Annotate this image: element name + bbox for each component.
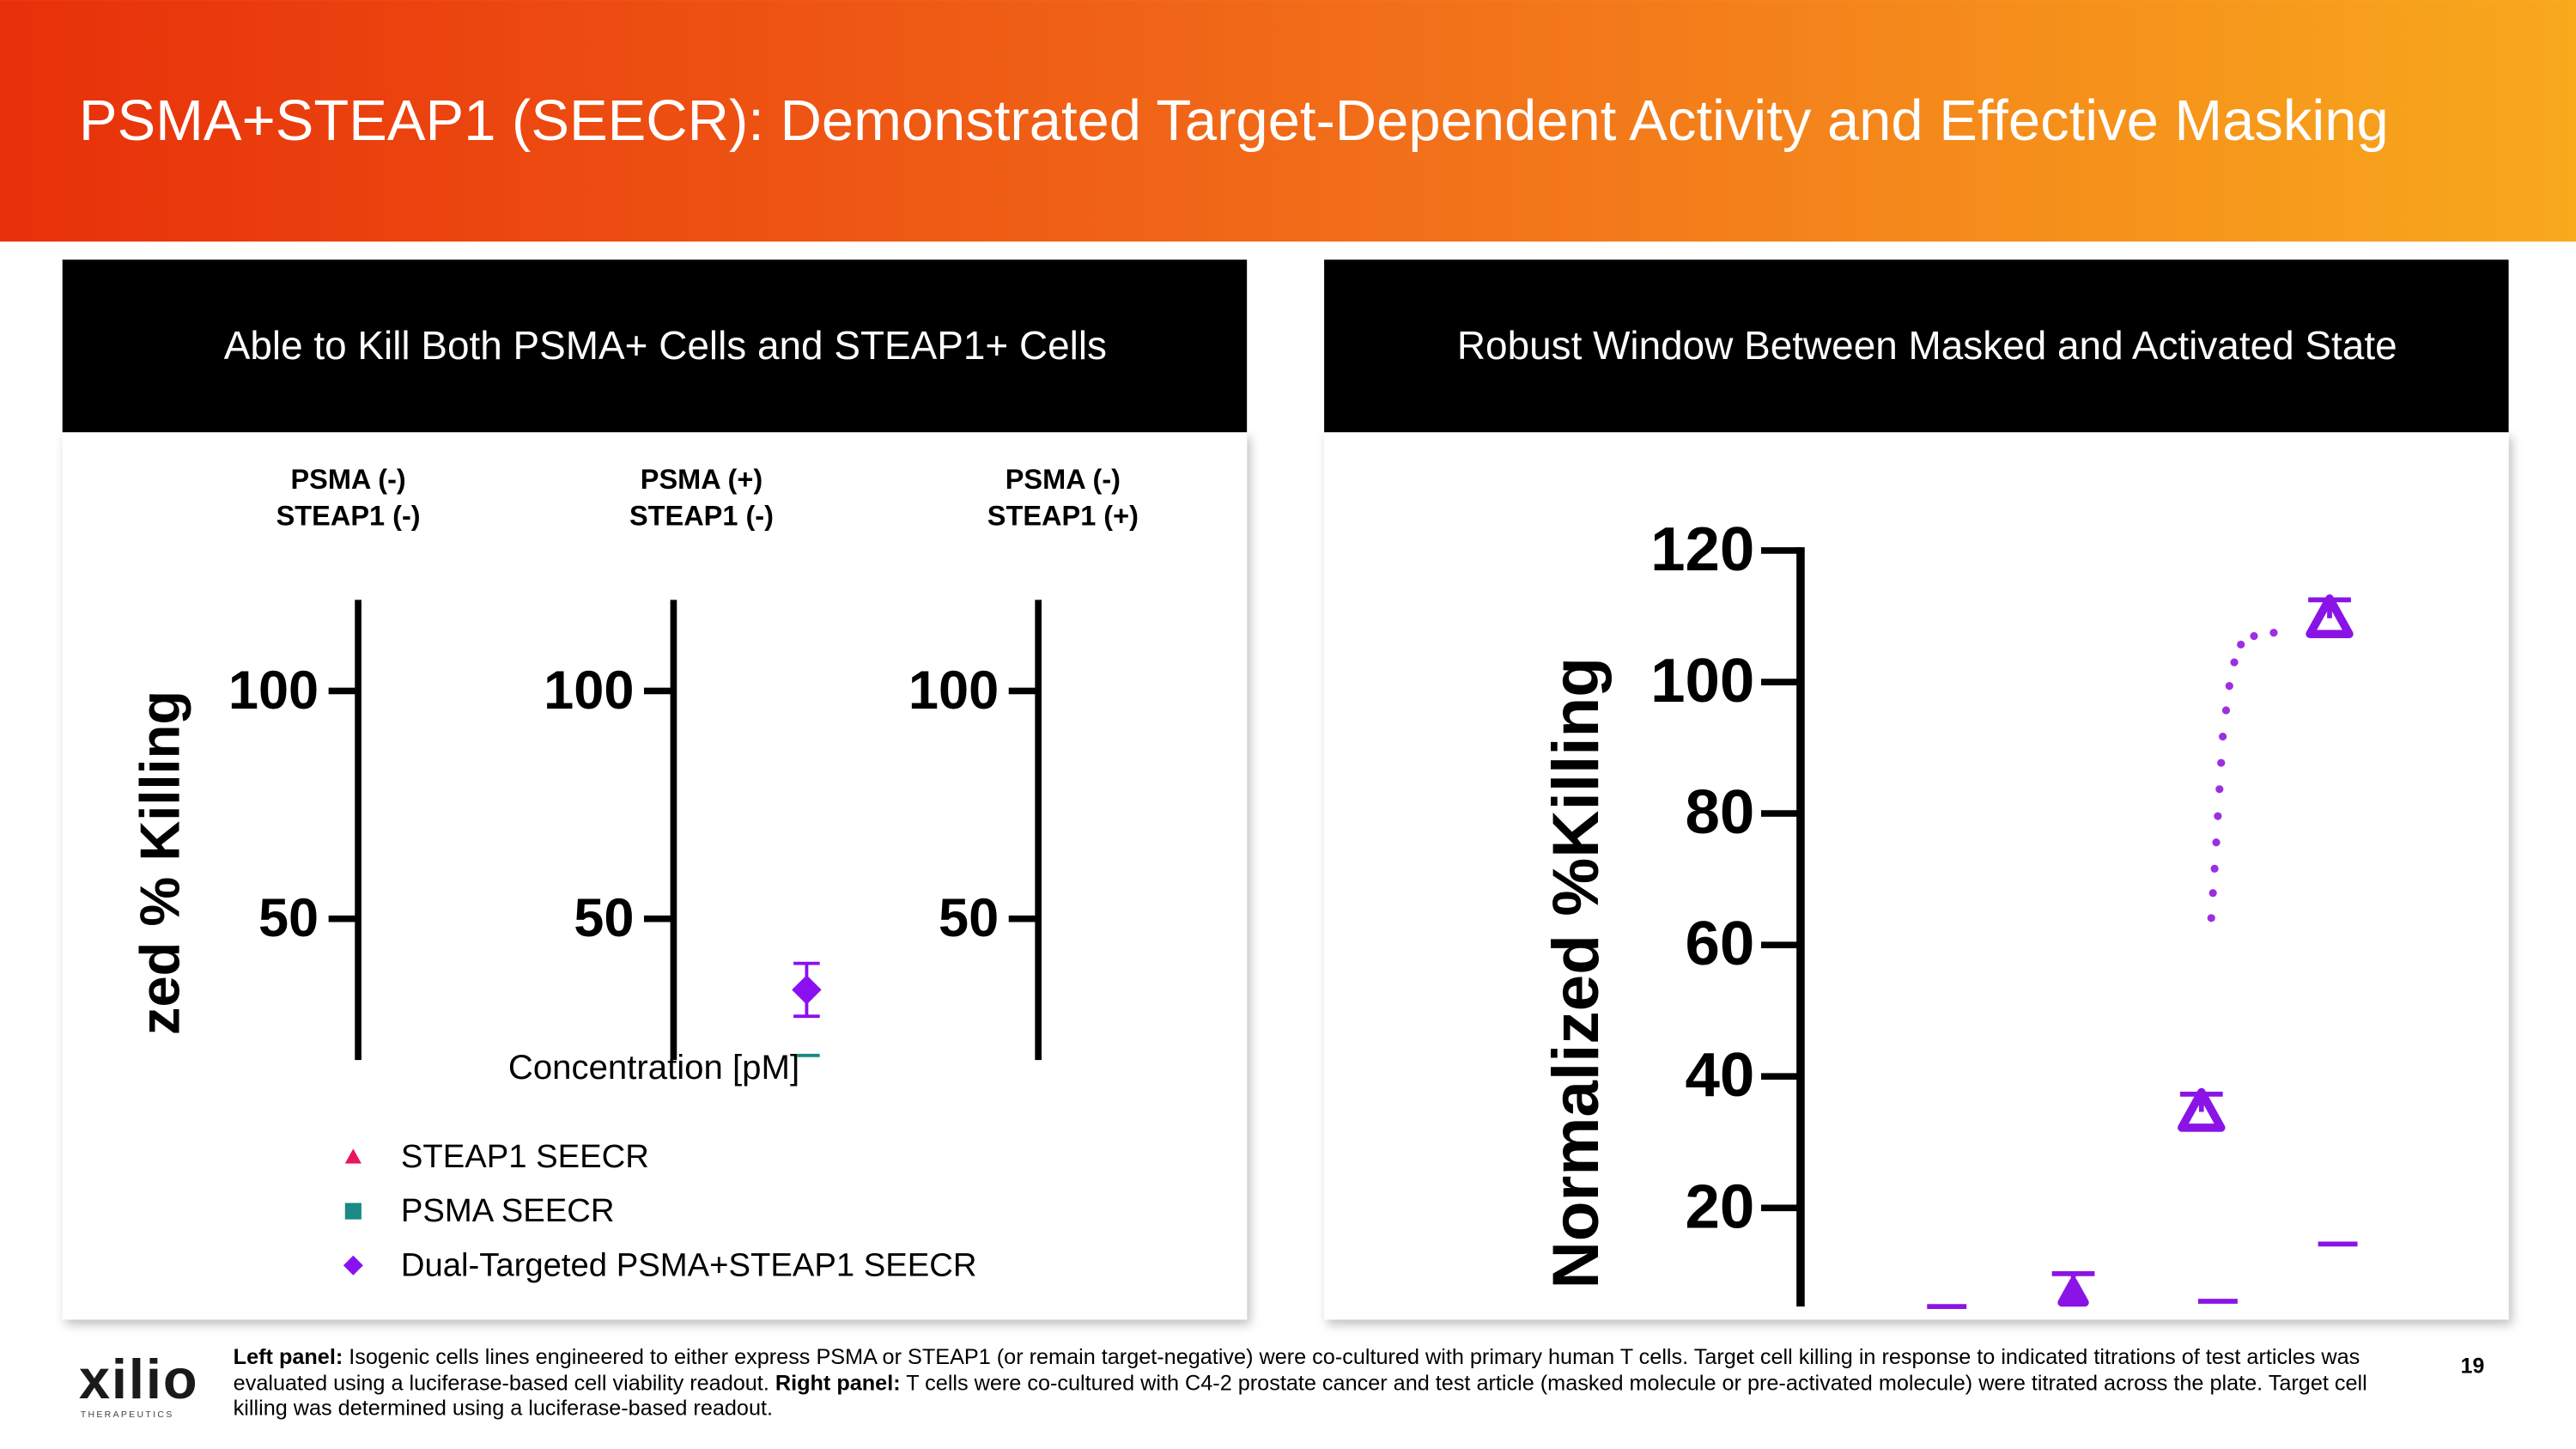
fit-curve-dot — [2221, 706, 2231, 715]
caption-label: Right panel: — [775, 1369, 901, 1395]
subplot-title: STEAP1 (+) — [987, 500, 1139, 531]
subplot-title: PSMA (-) — [290, 464, 405, 495]
fit-curve-dot — [2225, 682, 2233, 691]
y-tick-label: 40 — [1686, 1040, 1755, 1110]
y-tick-label: 50 — [258, 888, 319, 948]
caption-label: Left panel: — [233, 1344, 343, 1369]
y-tick-label: 50 — [939, 888, 999, 948]
y-tick-label: 60 — [1686, 909, 1755, 978]
fit-curve-dot — [2212, 838, 2221, 847]
activated-point — [2178, 1087, 2226, 1132]
fit-curve-dot — [2219, 732, 2227, 741]
y-tick-label: 100 — [544, 661, 634, 721]
fit-curve-dot — [2237, 640, 2245, 649]
subplot-title: STEAP1 (-) — [276, 500, 421, 531]
caption-box: Left panel: Isogenic cells lines enginee… — [234, 1344, 2419, 1421]
legend-label: PSMA SEECR — [401, 1192, 615, 1229]
legend-marker — [344, 1148, 361, 1164]
fit-curve-dot — [2214, 812, 2222, 820]
y-tick-label: 100 — [228, 661, 319, 721]
activated-point — [2306, 594, 2354, 638]
y-axis-label: zed % Killing — [129, 691, 191, 1035]
fit-curve-dot — [2250, 631, 2258, 641]
left-chart: PSMA (-) STEAP1 (-) 50 100 PSMA (+) STEAP1 (-… — [129, 464, 1139, 1283]
slide-title: PSMA+STEAP1 (SEECR): Demonstrated Target… — [79, 88, 2389, 153]
caption-text: T cells were co-cultured with C4-2 prost… — [233, 1369, 2367, 1421]
x-axis-label: Concentration [pM] — [508, 1048, 799, 1087]
legend-label: STEAP1 SEECR — [401, 1138, 649, 1175]
subplot-title: PSMA (-) — [1005, 464, 1121, 495]
subplot-title: STEAP1 (-) — [629, 500, 774, 531]
legend-marker — [343, 1255, 363, 1275]
header-bar — [0, 0, 2576, 242]
logo: xilio — [79, 1348, 199, 1410]
fit-curve-dot — [2230, 658, 2239, 667]
y-tick-label: 100 — [908, 661, 999, 721]
logo-sub: THERAPEUTICS — [81, 1409, 174, 1420]
right-heading-bar — [1324, 259, 2509, 433]
left-heading: Able to Kill Both PSMA+ Cells and STEAP1… — [224, 323, 1107, 368]
left-heading-bar — [62, 259, 1248, 433]
caption: Left panel: Isogenic cells lines enginee… — [234, 1344, 2419, 1421]
y-axis-label: Normalized %Killing — [1540, 657, 1613, 1288]
left-panel — [62, 432, 1248, 1320]
fit-curve-dot — [2269, 629, 2278, 637]
legend-marker — [344, 1202, 361, 1220]
fit-curve-dot — [2210, 864, 2219, 873]
y-tick-label: 20 — [1686, 1172, 1755, 1241]
y-tick-label: 120 — [1650, 514, 1754, 584]
y-tick-label: 80 — [1686, 777, 1755, 847]
subplot-title: PSMA (+) — [641, 464, 762, 495]
right-panel — [1324, 432, 2509, 1320]
fit-curve-dot — [2217, 758, 2226, 767]
right-chart: 20 40 60 80 100 120 Normalized %Killing — [1540, 514, 2358, 1309]
caption-text: Isogenic cells lines engineered to eithe… — [233, 1344, 2360, 1395]
fit-curve-dot — [2208, 889, 2217, 898]
y-tick-label: 100 — [1650, 646, 1754, 715]
right-heading: Robust Window Between Masked and Activat… — [1457, 323, 2397, 368]
activated-point — [2057, 1277, 2089, 1307]
legend-label: Dual-Targeted PSMA+STEAP1 SEECR — [401, 1246, 977, 1283]
page-number: 19 — [2461, 1354, 2485, 1378]
fit-curve-dot — [2207, 914, 2215, 922]
y-tick-label: 50 — [574, 888, 634, 948]
fit-curve-dot — [2215, 785, 2224, 794]
